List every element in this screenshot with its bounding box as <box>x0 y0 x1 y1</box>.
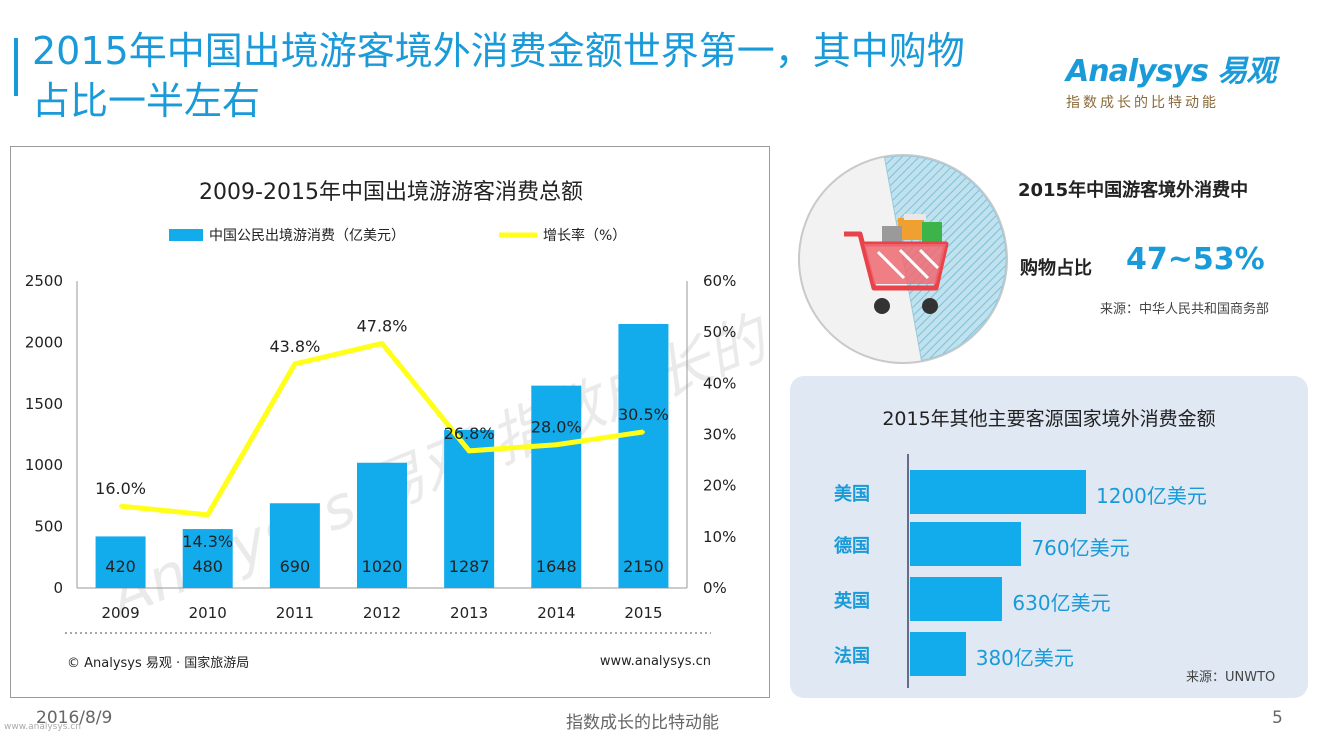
growth-point <box>554 443 558 447</box>
growth-rate-label: 43.8% <box>269 337 320 356</box>
y-right-tick-label: 20% <box>703 477 736 495</box>
country-value-label: 630亿美元 <box>1012 591 1111 615</box>
bar <box>182 529 233 588</box>
country-spending-panel: 2015年其他主要客源国家境外消费金额 美国 1200亿美元 德国 760亿美元… <box>790 376 1308 698</box>
bar <box>95 536 146 588</box>
y-left-tick-label: 2500 <box>25 272 63 290</box>
growth-point <box>641 430 645 434</box>
pie-title: 2015年中国游客境外消费中 <box>1018 180 1249 201</box>
logo-wordmark: Analysys 易观 <box>1066 54 1276 89</box>
y-right-tick-label: 60% <box>703 272 736 290</box>
spending-chart-panel: Analysys 易观 指数成长的比特动能2009-2015年中国出境游游客消费… <box>10 146 770 698</box>
y-left-tick-label: 1000 <box>25 456 63 474</box>
shopping-cart-icon <box>844 214 949 314</box>
growth-rate-label: 30.5% <box>618 405 669 424</box>
legend-bar-label: 中国公民出境游消费（亿美元） <box>209 228 405 244</box>
country-value-label: 380亿美元 <box>975 646 1074 670</box>
bar <box>531 385 582 588</box>
x-tick-label: 2015 <box>624 604 662 622</box>
spending-combo-chart: Analysys 易观 指数成长的比特动能2009-2015年中国出境游游客消费… <box>25 180 769 671</box>
shopping-share-pie <box>796 152 1010 366</box>
x-tick-label: 2012 <box>363 604 401 622</box>
bar <box>618 323 669 588</box>
shopping-share-value: 47~53% <box>1126 242 1265 277</box>
country-label: 法国 <box>834 646 870 667</box>
country-value-label: 1200亿美元 <box>1096 484 1207 508</box>
page-number: 5 <box>1272 708 1283 728</box>
y-right-tick-label: 40% <box>703 374 736 392</box>
title-accent-bar <box>14 38 18 96</box>
bar-value-label: 480 <box>192 557 223 576</box>
country-source: 来源：UNWTO <box>1186 670 1276 685</box>
growth-point <box>293 362 297 366</box>
chart-source: © Analysys 易观 · 国家旅游局 <box>67 655 249 671</box>
growth-point <box>206 513 210 517</box>
footer-date: 2016/8/9 <box>36 708 113 728</box>
y-right-tick-label: 0% <box>703 579 727 597</box>
slide-title: 2015年中国出境游客境外消费金额世界第一，其中购物占比一半左右 <box>32 29 965 123</box>
logo-tagline: 指数成长的比特动能 <box>1066 95 1219 111</box>
y-right-tick-label: 30% <box>703 426 736 444</box>
pie-chart <box>798 154 1008 364</box>
country-label: 德国 <box>834 536 870 557</box>
growth-rate-label: 28.0% <box>531 418 582 437</box>
shopping-share-label: 购物占比 <box>1020 258 1092 279</box>
bar <box>444 429 495 588</box>
legend-bar-swatch <box>169 229 203 241</box>
y-right-tick-label: 10% <box>703 528 736 546</box>
growth-point <box>119 504 123 508</box>
y-left-tick-label: 2000 <box>25 333 63 351</box>
footer-tagline: 指数成长的比特动能 <box>566 713 719 733</box>
bar-value-label: 2150 <box>623 557 664 576</box>
growth-rate-label: 14.3% <box>182 532 233 551</box>
country-bar <box>910 632 966 676</box>
x-tick-label: 2011 <box>276 604 314 622</box>
growth-rate-label: 47.8% <box>357 316 408 335</box>
pie-source: 来源：中华人民共和国商务部 <box>1100 302 1270 317</box>
y-left-tick-label: 1500 <box>25 395 63 413</box>
country-bar <box>910 577 1003 621</box>
growth-point <box>467 449 471 453</box>
analysys-logo: Analysys 易观 指数成长的比特动能 <box>1066 46 1296 112</box>
bar-value-label: 1287 <box>449 557 490 576</box>
chart-title: 2009-2015年中国出境游游客消费总额 <box>199 180 583 205</box>
country-bar <box>910 522 1022 566</box>
y-left-tick-label: 0 <box>53 579 63 597</box>
bar <box>357 462 407 588</box>
x-tick-label: 2013 <box>450 604 488 622</box>
y-right-tick-label: 50% <box>703 323 736 341</box>
growth-point <box>380 341 384 345</box>
country-label: 美国 <box>834 484 870 505</box>
x-tick-label: 2014 <box>537 604 575 622</box>
country-chart-title: 2015年其他主要客源国家境外消费金额 <box>882 408 1216 430</box>
legend-line-label: 增长率（%） <box>543 227 626 244</box>
country-bar <box>910 470 1086 514</box>
country-value-label: 760亿美元 <box>1031 536 1130 560</box>
chart-site: www.analysys.cn <box>600 654 711 669</box>
country-label: 英国 <box>834 591 870 612</box>
y-left-tick-label: 500 <box>34 518 63 536</box>
bar <box>269 503 320 588</box>
growth-rate-label: 26.8% <box>444 424 495 443</box>
growth-rate-label: 16.0% <box>95 479 146 498</box>
bar-value-label: 1648 <box>536 557 577 576</box>
x-tick-label: 2010 <box>189 604 227 622</box>
bar-value-label: 690 <box>280 557 311 576</box>
x-tick-label: 2009 <box>101 604 139 622</box>
bar-value-label: 1020 <box>362 557 403 576</box>
bar-value-label: 420 <box>105 557 136 576</box>
country-chart-axis <box>907 454 909 688</box>
footer-url: www.analysys.cn <box>4 722 81 732</box>
